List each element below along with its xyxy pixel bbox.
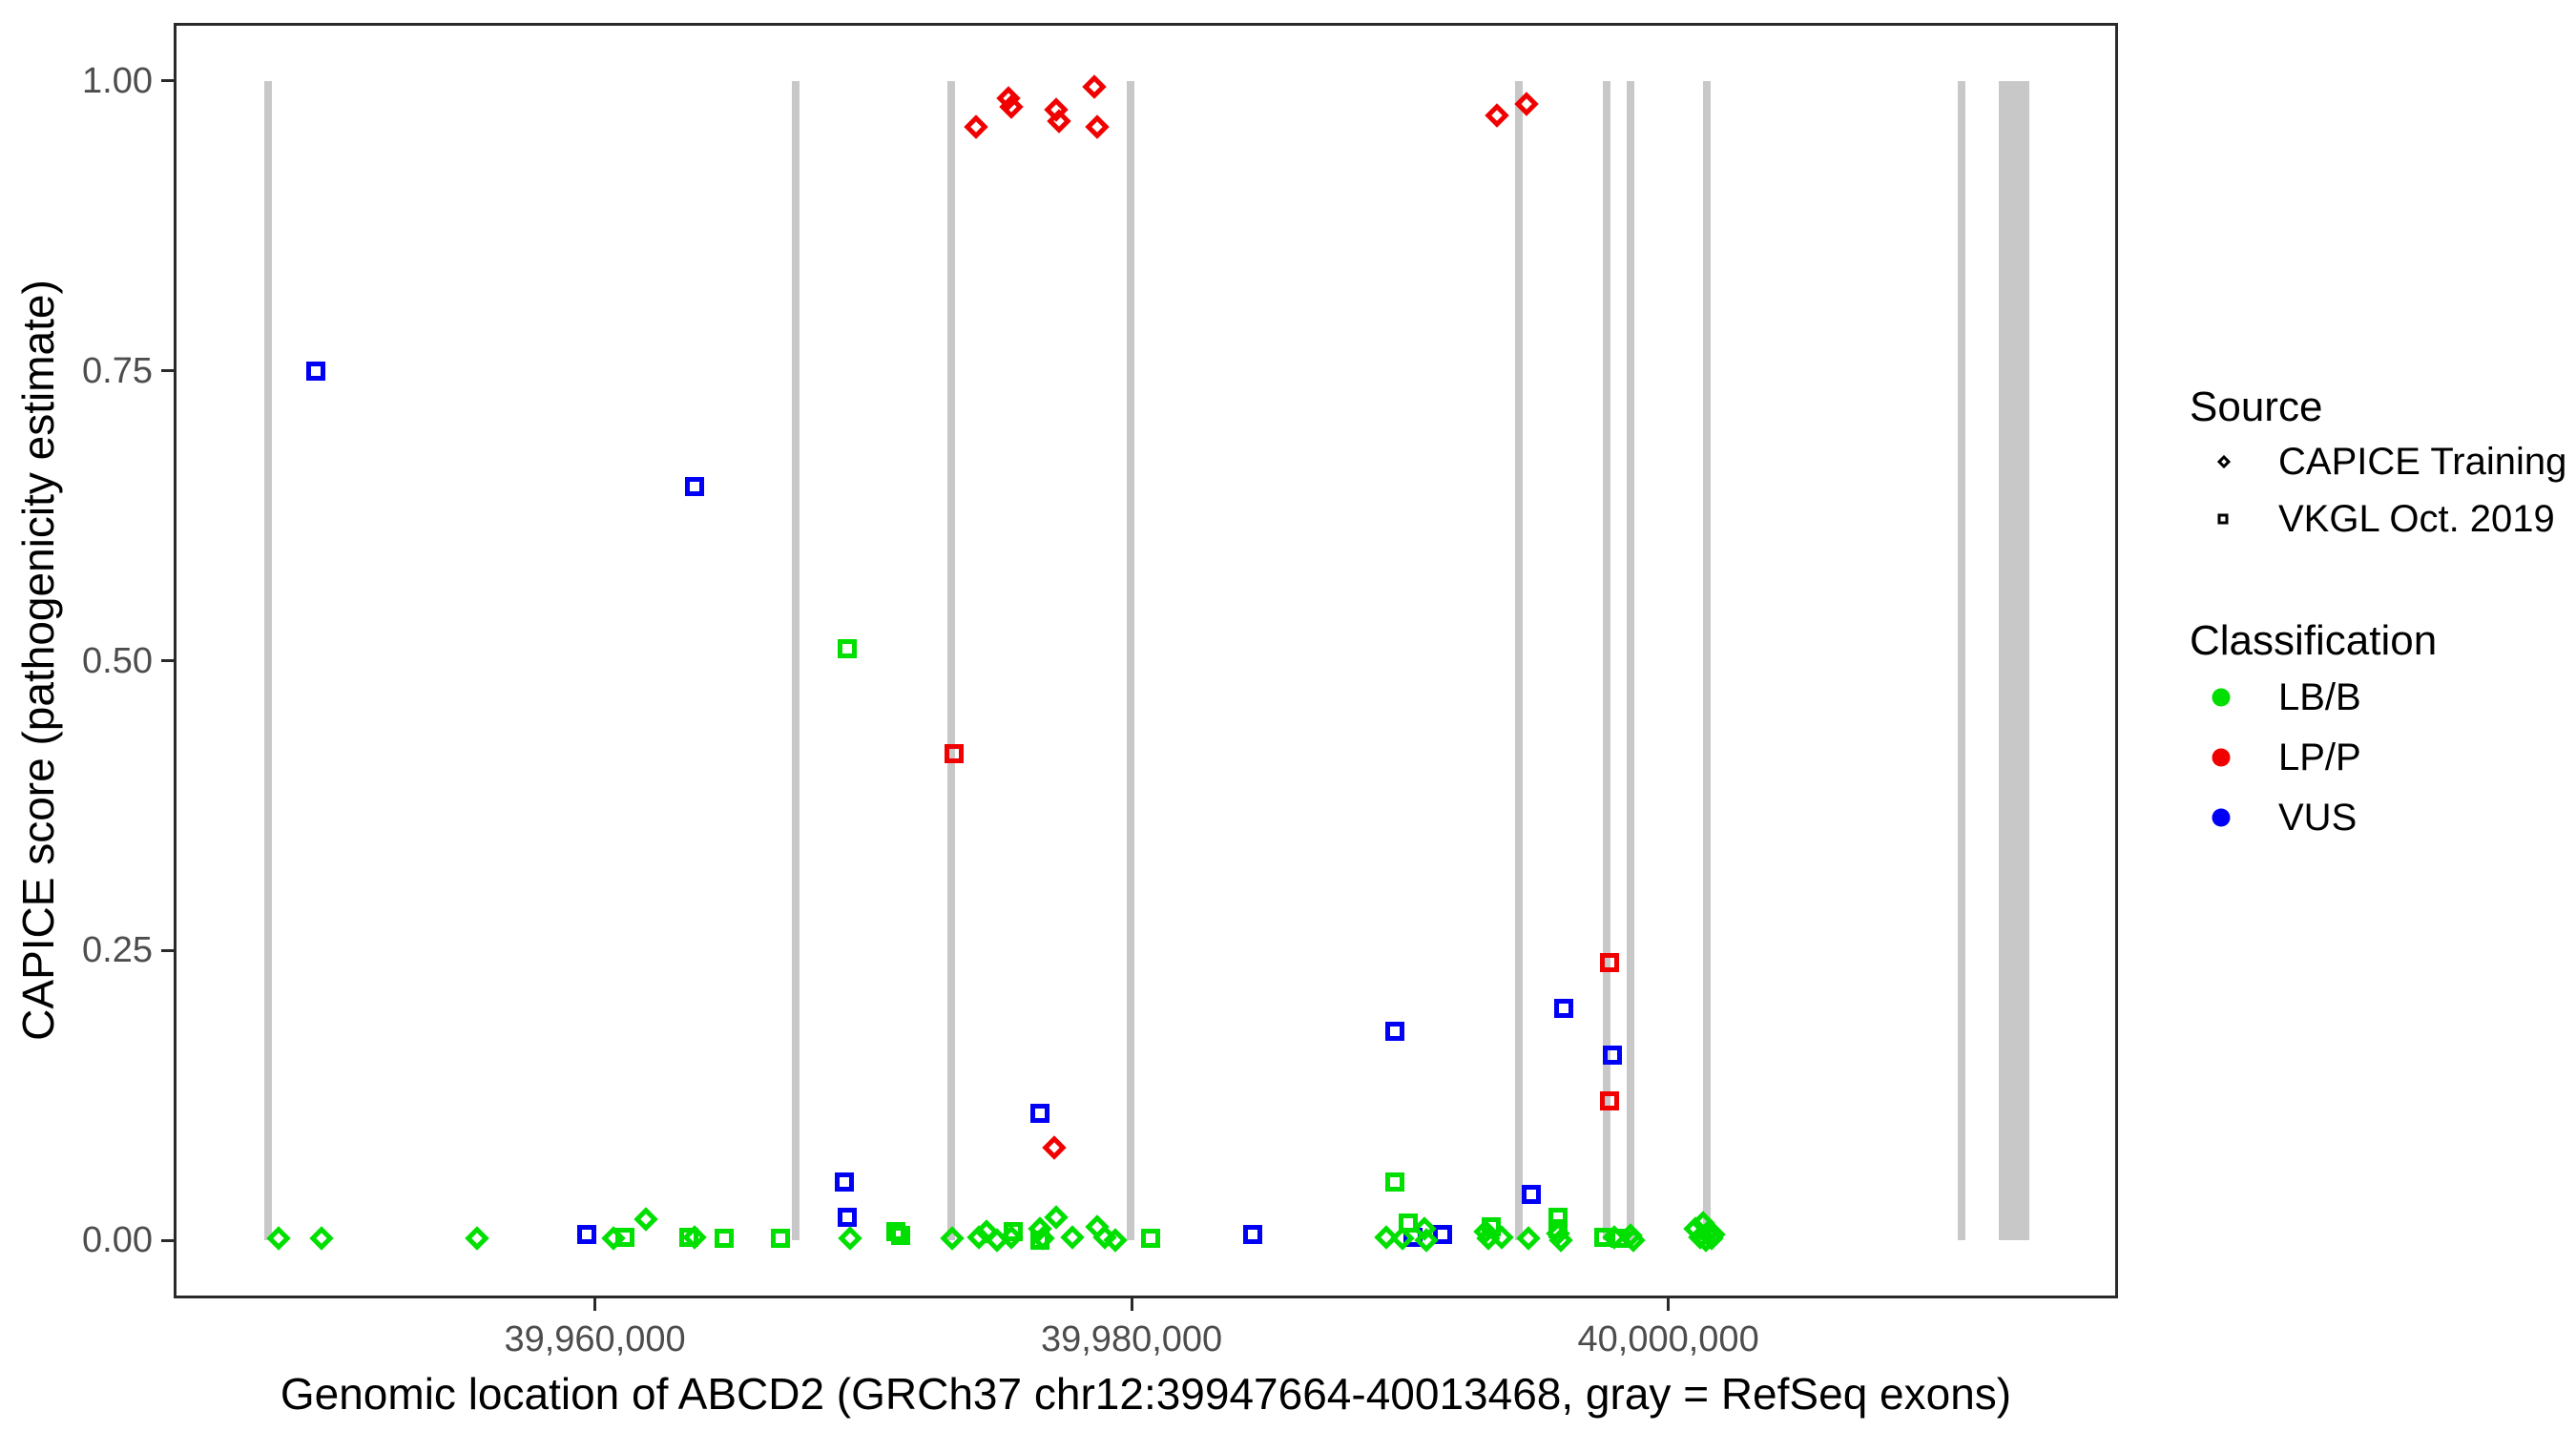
y-axis-tick	[161, 369, 174, 373]
legend-item-lpp: LP/P	[2278, 736, 2361, 778]
lpp-color-dot-icon	[2212, 748, 2231, 767]
y-axis-tick-label: 0.25	[82, 930, 153, 971]
legend-item-capice-training: CAPICE Training	[2278, 441, 2567, 483]
lbb-color-dot-icon	[2212, 688, 2231, 707]
x-axis-tick-label: 39,980,000	[1040, 1319, 1223, 1359]
y-axis-tick-label: 0.50	[82, 640, 153, 681]
x-axis-title: Genomic location of ABCD2 (GRCh37 chr12:…	[280, 1369, 2012, 1419]
legend-item-vkgl: VKGL Oct. 2019	[2278, 498, 2555, 540]
legend-item-vus: VUS	[2278, 797, 2358, 839]
vus-color-dot-icon	[2212, 808, 2231, 827]
square-legend-icon	[2217, 513, 2229, 525]
legend-classification-title: Classification	[2190, 617, 2438, 664]
y-axis-title: CAPICE score (pathogenicity estimate)	[13, 280, 63, 1041]
x-axis-tick	[1667, 1298, 1671, 1311]
plot-panel	[174, 23, 2118, 1298]
y-axis-tick	[161, 79, 174, 83]
x-axis-tick-label: 40,000,000	[1577, 1319, 1759, 1359]
y-axis-tick	[161, 1238, 174, 1242]
y-axis-tick-label: 0.00	[82, 1220, 153, 1261]
diamond-legend-icon	[2216, 454, 2232, 469]
x-axis-tick	[593, 1298, 597, 1311]
y-axis-tick-label: 1.00	[82, 60, 153, 101]
y-axis-tick	[161, 659, 174, 662]
y-axis-tick	[161, 948, 174, 952]
x-axis-tick	[1130, 1298, 1133, 1311]
y-axis-tick-label: 0.75	[82, 350, 153, 391]
legend-source-title: Source	[2190, 384, 2323, 430]
x-axis-tick-label: 39,960,000	[504, 1319, 686, 1359]
legend-item-lbb: LB/B	[2278, 676, 2361, 718]
